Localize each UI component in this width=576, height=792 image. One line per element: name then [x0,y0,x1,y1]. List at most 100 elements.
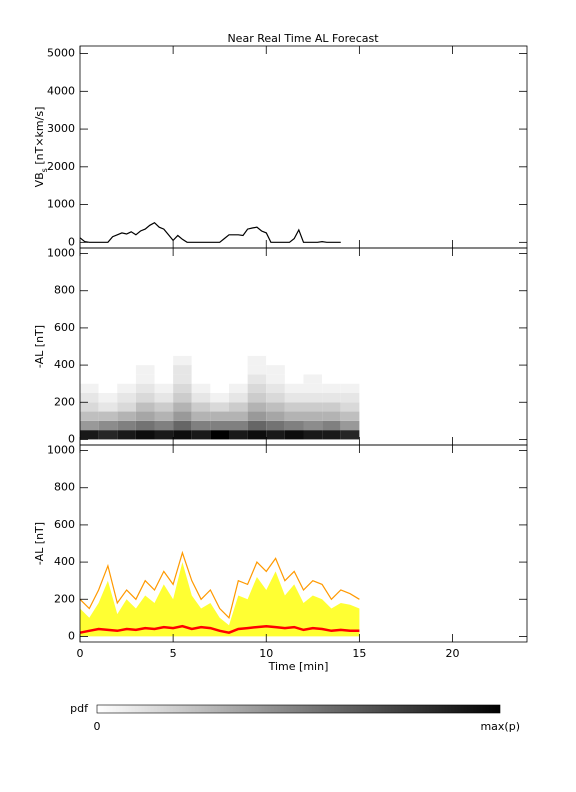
pdf-cell [210,402,229,412]
y-tick-label: 1000 [47,444,75,457]
pdf-cell [154,383,174,393]
pdf-cell [340,430,360,440]
pdf-cell [322,420,341,431]
pdf-cell [80,402,99,412]
pdf-cell [303,411,323,421]
pdf-cell [117,355,136,366]
pdf-cell [322,374,341,384]
x-axis-label: Time [min] [268,660,329,673]
pdf-cell [229,420,248,431]
y-axis-label: -AL [nT] [33,325,46,368]
pdf-cell [322,402,341,412]
pdf-cell [191,402,211,412]
pdf-cell [303,420,323,431]
pdf-cell [229,355,248,366]
pdf-cell [229,383,248,393]
panel [80,346,360,440]
pdf-cell [210,365,229,375]
pdf-cell [340,346,360,356]
pdf-cell [173,346,192,356]
pdf-cell [284,392,304,403]
pdf-cell [154,392,174,403]
pdf-cell [284,402,304,412]
pdf-cell [210,383,229,393]
y-tick-label: 600 [54,321,75,334]
axes: 0 1000 2000 3000 4000 5000 VBs [nT×km/s] [33,45,528,249]
pdf-cell [322,411,341,421]
colorbar [96,704,501,714]
pdf-cell [247,383,267,393]
pdf-cell [210,411,229,421]
y-label-sub: s [40,168,49,172]
area [80,562,360,637]
pdf-cell [247,411,267,421]
line [79,221,341,243]
y-label-rest: [nT×km/s] [33,107,46,169]
pdf-cell [191,365,211,375]
pdf-cell [266,355,285,366]
pdf-cell [247,402,267,412]
pdf-cell [191,392,211,403]
pdf-cell [80,346,99,356]
pdf-cell [173,402,192,412]
pdf-cell [98,392,118,403]
y-tick-label: 4000 [47,84,75,97]
pdf-cell [210,346,229,356]
pdf-cell [98,411,118,421]
pdf-cell [266,346,285,356]
pdf-cell [173,383,192,393]
pdf-cell [210,355,229,366]
x-tick-label: 10 [259,647,273,660]
pdf-cell [284,365,304,375]
y-tick-label: 800 [54,284,75,297]
pdf-cell [191,383,211,393]
pdf-cell [117,383,136,393]
pdf-cell [80,383,99,393]
pdf-cell [247,420,267,431]
y-tick-label: 400 [54,555,75,568]
y-tick-label: 3000 [47,122,75,135]
pdf-cell [340,374,360,384]
pdf-cell [98,365,118,375]
pdf-cell [340,420,360,431]
line [79,550,360,619]
pdf-cell [284,374,304,384]
plot-frame [79,444,528,643]
pdf-cell [173,392,192,403]
pdf-cell [154,365,174,375]
colorbar-label: pdf [70,702,89,715]
pdf-cell [266,392,285,403]
pdf-cell [284,346,304,356]
axes: 0 200 400 600 800 1000 0 5 10 15 20 -AL [nT] Time [m… [33,444,528,673]
pdf-cell [117,411,136,421]
pdf-cell [284,420,304,431]
x-tick-label: 15 [352,647,366,660]
pdf-cell [322,346,341,356]
pdf-cell [210,430,229,440]
y-tick-label: 5000 [47,47,75,60]
pdf-cell [340,365,360,375]
pdf-cell [98,374,118,384]
colorbar-min: 0 [94,720,101,733]
y-tick-label: 1000 [47,198,75,211]
pdf-cell [340,355,360,366]
pdf-cell [247,392,267,403]
pdf-cell [322,392,341,403]
pdf-cell [340,383,360,393]
pdf-cell [154,430,174,440]
pdf-cell [173,365,192,375]
x-tick-label: 5 [170,647,177,660]
pdf-cell [98,402,118,412]
pdf-cell [266,383,285,393]
pdf-cell [135,402,155,412]
pdf-cell [266,402,285,412]
chart-title: Near Real Time AL Forecast [227,32,379,45]
line [79,624,360,634]
pdf-cell [154,402,174,412]
pdf-cell [322,355,341,366]
pdf-cell [117,374,136,384]
pdf-cell [98,430,118,440]
pdf-cell [229,392,248,403]
pdf-cell [135,411,155,421]
